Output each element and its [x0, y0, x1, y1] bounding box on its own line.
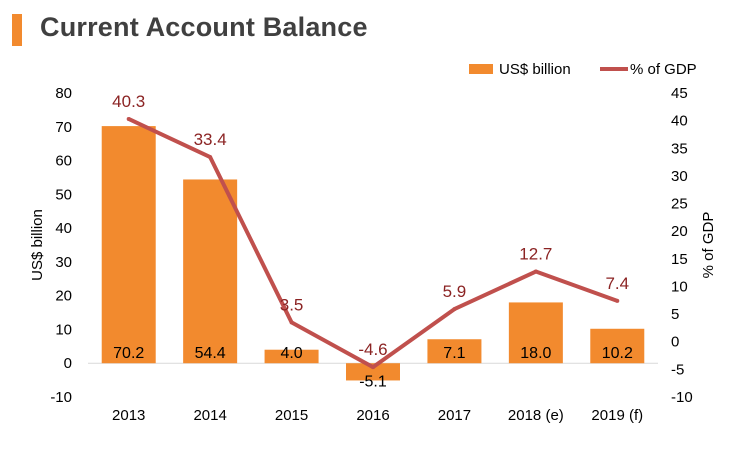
line-point [615, 298, 620, 303]
bar-series [101, 126, 645, 381]
line-value-label: 40.3 [112, 92, 145, 111]
x-tick-label: 2013 [112, 407, 145, 424]
y-left-tick: 10 [55, 321, 72, 338]
y-right-tick: -10 [671, 389, 693, 406]
line-value-label: -4.6 [358, 340, 387, 359]
y-axis-right-ticks: 45 40 35 30 25 20 15 10 5 0 -5 -10 [671, 85, 693, 406]
bar-labels: 70.2 54.4 4.0 -5.1 7.1 18.0 10.2 [113, 345, 633, 390]
y-right-tick: 25 [671, 196, 688, 213]
legend-bar-swatch [469, 64, 493, 74]
y-axis-left-label: US$ billion [29, 209, 46, 281]
y-right-tick: 30 [671, 168, 688, 185]
bar-value-label: -5.1 [359, 373, 387, 390]
bar [183, 179, 238, 364]
bar [590, 328, 645, 364]
x-tick-label: 2019 (f) [591, 407, 643, 424]
bar [346, 363, 400, 381]
x-tick-label: 2015 [275, 407, 308, 424]
bar-value-label: 54.4 [195, 345, 226, 362]
bar [427, 339, 482, 364]
bar-value-label: 4.0 [280, 345, 302, 362]
y-axis-right-label: % of GDP [700, 212, 717, 279]
legend-bar-label: US$ billion [499, 61, 571, 78]
x-tick-label: 2017 [438, 407, 471, 424]
y-left-tick: 50 [55, 186, 72, 203]
line-labels: 40.3 33.4 3.5 -4.6 5.9 12.7 7.4 [112, 92, 629, 370]
line-value-label: 12.7 [519, 245, 552, 264]
bar [508, 302, 563, 364]
y-left-tick: 80 [55, 85, 72, 102]
line-value-label: 7.4 [605, 274, 629, 293]
y-left-tick: 30 [55, 254, 72, 271]
y-axis-left-ticks: 80 70 60 50 40 30 20 10 0 -10 [50, 85, 72, 406]
line-point [208, 155, 213, 160]
x-tick-label: 2018 (e) [508, 407, 564, 424]
bar-value-label: 10.2 [602, 345, 633, 362]
chart-title: Current Account Balance [40, 12, 368, 42]
line-point [126, 116, 131, 121]
line-point [452, 307, 457, 312]
line-value-label: 5.9 [443, 282, 467, 301]
bar [101, 126, 156, 364]
line-value-label: 33.4 [194, 130, 227, 149]
y-left-tick: 20 [55, 288, 72, 305]
y-right-tick: 45 [671, 85, 688, 102]
bar-value-label: 7.1 [443, 345, 465, 362]
y-left-tick: 70 [55, 119, 72, 136]
x-axis-ticks: 2013 2014 2015 2016 2017 2018 (e) 2019 (f) [112, 407, 643, 424]
y-right-tick: 20 [671, 223, 688, 240]
y-right-tick: 0 [671, 334, 679, 351]
line-point [371, 365, 375, 370]
y-left-tick: 0 [64, 355, 72, 372]
line-point [289, 320, 294, 325]
legend-line-label: % of GDP [630, 61, 697, 78]
y-right-tick: 15 [671, 251, 688, 268]
x-tick-label: 2014 [193, 407, 226, 424]
x-tick-label: 2016 [356, 407, 389, 424]
title-accent-bar [12, 14, 22, 46]
y-left-tick: -10 [50, 389, 72, 406]
y-right-tick: 40 [671, 113, 688, 130]
legend: US$ billion % of GDP [469, 61, 697, 78]
y-right-tick: 10 [671, 278, 688, 295]
y-left-tick: 40 [55, 220, 72, 237]
y-left-tick: 60 [55, 153, 72, 170]
bar-value-label: 70.2 [113, 345, 144, 362]
bar [264, 349, 319, 364]
line-value-label: 3.5 [280, 295, 304, 314]
y-right-tick: 5 [671, 306, 679, 323]
bar-value-label: 18.0 [520, 345, 551, 362]
y-right-tick: 35 [671, 140, 688, 157]
y-right-tick: -5 [671, 361, 684, 378]
line-point [533, 269, 538, 274]
